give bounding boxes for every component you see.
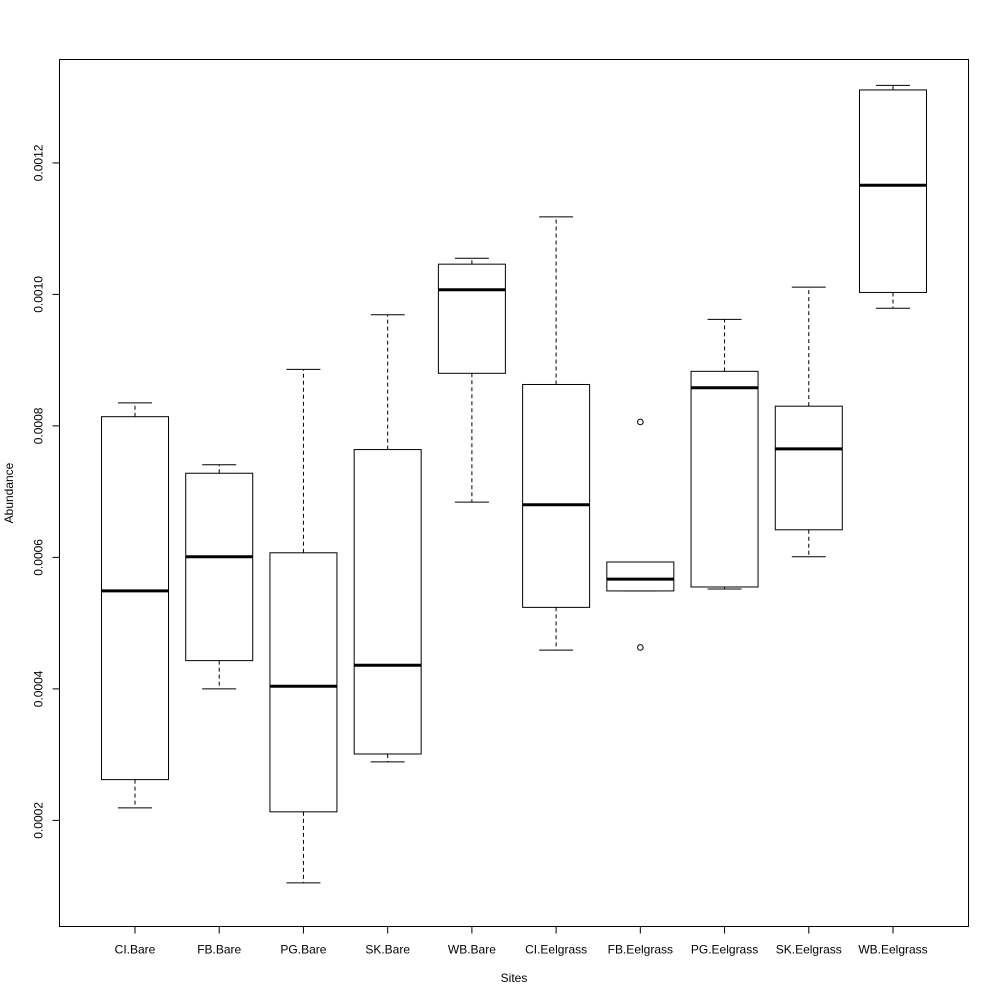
interquartile-box [269,552,338,813]
x-tick-label: SK.Bare [365,943,410,957]
x-tick-label: PG.Eelgrass [691,943,758,957]
x-tick-label: CI.Eelgrass [525,943,587,957]
y-tick-label: 0.0008 [32,407,46,444]
x-tick-label: CI.Bare [115,943,156,957]
boxes-group [101,84,927,884]
interquartile-box [185,472,254,662]
box-ci-bare [101,402,169,809]
box-ci-eelgrass [522,216,591,651]
x-tick-label: FB.Bare [197,943,241,957]
outlier-point [637,418,644,426]
interquartile-box [522,383,591,608]
y-axis: 0.0002 0.0004 0.0006 0.0008 0.0010 0.0012 [32,144,60,839]
interquartile-box [606,561,675,592]
x-tick-label: PG.Bare [280,943,326,957]
interquartile-box [353,449,422,755]
box-pg-bare [269,368,338,884]
y-tick-label: 0.0006 [32,539,46,576]
x-axis-label: Sites [501,971,528,985]
x-axis: CI.Bare FB.Bare PG.Bare SK.Bare WB.Bare CI.Ee… [115,926,928,957]
y-tick-label: 0.0004 [32,670,46,707]
y-tick-label: 0.0010 [32,276,46,313]
box-fb-bare [185,464,254,690]
x-tick-label: FB.Eelgrass [608,943,673,957]
interquartile-box [437,263,506,374]
x-tick-label: SK.Eelgrass [776,943,842,957]
box-sk-eelgrass [774,286,843,558]
outlier-point [637,644,644,651]
box-wb-bare [437,257,506,503]
plot-frame [59,59,969,927]
interquartile-box [101,416,169,781]
x-tick-label: WB.Eelgrass [858,943,927,957]
interquartile-box [774,405,843,531]
interquartile-box [690,370,759,588]
y-tick-label: 0.0002 [32,802,46,839]
y-tick-label: 0.0012 [32,144,46,181]
box-pg-eelgrass [690,318,759,590]
interquartile-box [859,89,927,293]
box-fb-eelgrass [606,418,675,651]
x-tick-label: WB.Bare [448,943,496,957]
box-sk-bare [353,314,422,763]
y-axis-label: Abundance [2,462,16,523]
box-wb-eelgrass [859,84,927,309]
